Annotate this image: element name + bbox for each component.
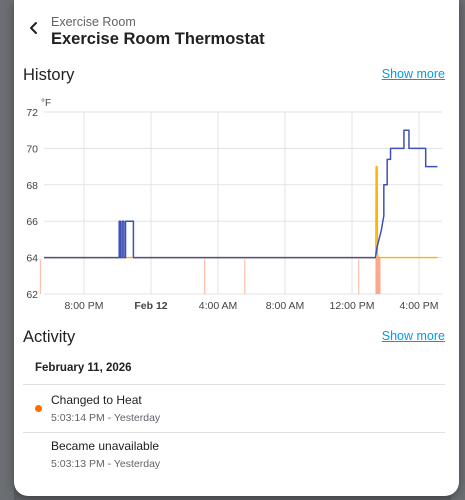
chart-grid bbox=[44, 111, 442, 295]
x-tick-label: Feb 12 bbox=[134, 300, 167, 312]
more-info-dialog: Exercise Room Exercise Room Thermostat H… bbox=[14, 0, 459, 496]
y-tick-label: 66 bbox=[26, 216, 38, 228]
dialog-header: Exercise Room Exercise Room Thermostat bbox=[14, 0, 459, 56]
dialog-title: Exercise Room Thermostat bbox=[51, 30, 265, 48]
dialog-subtitle: Exercise Room bbox=[51, 15, 136, 29]
chevron-left-icon bbox=[30, 22, 37, 34]
backdrop-left bbox=[0, 0, 14, 500]
heating-block bbox=[375, 257, 381, 294]
heating-spike bbox=[244, 259, 246, 294]
activity-message: Changed to Heat bbox=[51, 393, 142, 407]
y-tick-label: 68 bbox=[26, 180, 38, 192]
history-chart[interactable]: 62 64 66 68 70 72 8:00 PM Feb 12 4:00 AM 8:00 AM… bbox=[14, 92, 459, 317]
y-axis: 62 64 66 68 70 72 bbox=[26, 107, 38, 301]
divider bbox=[23, 384, 445, 385]
chart-series bbox=[44, 129, 438, 259]
y-tick-label: 70 bbox=[26, 143, 38, 155]
y-tick-label: 72 bbox=[26, 107, 38, 119]
y-axis-unit: °F bbox=[41, 98, 51, 109]
activity-item[interactable]: Changed to Heat 5:03:14 PM - Yesterday bbox=[14, 387, 459, 433]
heating-spike bbox=[358, 259, 360, 294]
activity-time: 5:03:13 PM - Yesterday bbox=[51, 458, 161, 470]
x-tick-label: 4:00 PM bbox=[399, 300, 438, 312]
x-tick-label: 8:00 PM bbox=[64, 300, 103, 312]
back-button[interactable] bbox=[20, 14, 48, 42]
x-tick-label: 12:00 PM bbox=[330, 300, 375, 312]
current-series-line bbox=[44, 129, 438, 259]
y-tick-label: 64 bbox=[26, 253, 38, 265]
heating-spike bbox=[204, 259, 206, 294]
heating-spike bbox=[39, 259, 42, 294]
history-heading: History bbox=[23, 66, 75, 84]
activity-item[interactable]: Became unavailable 5:03:13 PM - Yesterda… bbox=[14, 433, 459, 479]
y-tick-label: 62 bbox=[26, 289, 38, 301]
heating-bands bbox=[39, 257, 381, 294]
status-dot-icon bbox=[35, 405, 42, 412]
activity-date-header: February 11, 2026 bbox=[35, 362, 132, 374]
x-tick-label: 8:00 AM bbox=[266, 300, 305, 312]
x-axis: 8:00 PM Feb 12 4:00 AM 8:00 AM 12:00 PM 4:00 … bbox=[64, 300, 438, 312]
target-series-line bbox=[44, 165, 438, 259]
history-show-more-link[interactable]: Show more bbox=[381, 67, 445, 81]
activity-time: 5:03:14 PM - Yesterday bbox=[51, 412, 161, 424]
activity-heading: Activity bbox=[23, 328, 76, 346]
activity-show-more-link[interactable]: Show more bbox=[381, 329, 445, 343]
divider bbox=[23, 432, 445, 433]
activity-message: Became unavailable bbox=[51, 439, 160, 453]
x-tick-label: 4:00 AM bbox=[199, 300, 238, 312]
